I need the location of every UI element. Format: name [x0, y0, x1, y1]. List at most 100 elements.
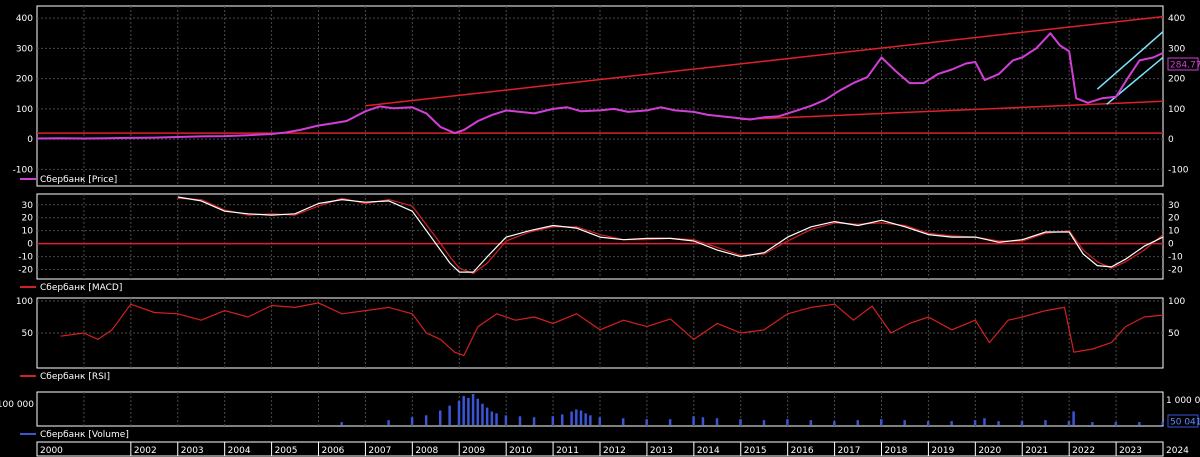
volume-last-value-box: 50 041 — [1167, 414, 1200, 428]
price-trendline-lower — [740, 100, 1164, 121]
volume-ytick-right: 1 000 0 — [1166, 396, 1200, 406]
volume-bar — [490, 411, 494, 425]
time-axis-label: 2018 — [885, 446, 908, 456]
price-ytick-left: 400 — [16, 14, 33, 24]
macd-ytick-left: -20 — [18, 266, 33, 276]
price-ytick-left: 100 — [16, 105, 33, 115]
price-panel[interactable]: 400 300 200 100 0 -100 400 300 200 100 0 -100 284.… — [13, 5, 1200, 187]
time-axis-label: 2011 — [556, 446, 579, 456]
rsi-ytick-right: 50 — [1168, 329, 1180, 339]
volume-bar — [668, 419, 672, 425]
volume-bar — [692, 416, 695, 425]
volume-bar — [448, 405, 451, 425]
macd-panel[interactable]: 30 20 10 0 -10 -20 30 20 10 0 -10 -20 Сбербанк [MA… — [18, 193, 1183, 293]
volume-bar — [575, 409, 578, 425]
volume-bar — [481, 403, 484, 425]
volume-last-value-border — [1167, 414, 1199, 428]
rsi-yaxis-left: 100 50 — [16, 297, 33, 339]
macd-yaxis-left: 30 20 10 0 -10 -20 — [18, 201, 33, 276]
price-ytick-left: -100 — [13, 165, 34, 175]
volume-bar — [495, 413, 498, 425]
volume-bar — [476, 398, 480, 425]
volume-panel[interactable]: 100 000 1 000 0 50 041 Сбербанк [Volume] — [0, 391, 1200, 440]
volume-bars-group — [340, 394, 1164, 425]
price-ytick-right: 200 — [1168, 75, 1185, 85]
price-line — [36, 32, 1164, 140]
time-axis-label: 2022 — [1072, 446, 1095, 456]
volume-bar — [1044, 420, 1047, 425]
macd-series-group — [37, 196, 1164, 274]
time-axis-label: 2010 — [509, 446, 532, 456]
time-axis-label: 2019 — [931, 446, 954, 456]
volume-last-value: 50 041 — [1170, 418, 1200, 428]
rsi-ytick-right: 100 — [1168, 297, 1185, 307]
macd-ytick-left: 10 — [22, 227, 34, 237]
time-axis-labels: 2000 2002 2003 2004 2005 2006 2007 2008 2009 2010… — [36, 442, 1189, 456]
volume-bar — [1020, 421, 1024, 425]
rsi-panel[interactable]: 100 50 100 50 Сбербанк [RSI] — [16, 297, 1186, 382]
time-axis-label: 2009 — [462, 446, 485, 456]
price-series-group — [36, 15, 1164, 140]
volume-bar — [950, 421, 953, 425]
time-axis-label: 2008 — [415, 446, 438, 456]
volume-bar — [903, 420, 906, 425]
macd-ytick-left: 30 — [22, 201, 34, 211]
macd-ytick-right: 10 — [1168, 227, 1180, 237]
volume-bar — [739, 419, 742, 425]
macd-ytick-right: -10 — [1168, 253, 1183, 263]
time-axis-label: 2015 — [744, 446, 767, 456]
volume-bar — [1067, 421, 1071, 425]
time-axis-label: 2013 — [650, 446, 673, 456]
rsi-line — [60, 302, 1164, 356]
price-yaxis-right: 400 300 200 100 0 -100 — [1168, 14, 1189, 175]
time-axis-label: 2017 — [838, 446, 861, 456]
volume-bar — [645, 419, 648, 425]
price-trendline-upper — [365, 15, 1164, 107]
price-grid — [37, 6, 1163, 186]
time-axis-label: 2020 — [978, 446, 1001, 456]
volume-bar — [485, 407, 489, 425]
time-axis-label: 2014 — [697, 446, 720, 456]
time-axis-label: 2002 — [134, 446, 157, 456]
time-axis-label: 2024 — [1166, 446, 1189, 456]
macd-ytick-right: 30 — [1168, 201, 1180, 211]
volume-bar — [340, 422, 343, 425]
volume-bar — [570, 411, 573, 425]
time-axis-label: 2012 — [603, 446, 626, 456]
time-axis-label: 2021 — [1025, 446, 1048, 456]
volume-ytick-left: 100 000 — [0, 400, 34, 410]
price-ytick-left: 300 — [16, 44, 33, 54]
macd-line — [177, 196, 1164, 273]
volume-bar — [462, 395, 465, 425]
macd-ytick-right: 0 — [1168, 240, 1174, 250]
price-legend: Сбербанк [Price] — [40, 175, 117, 185]
volume-bar — [598, 417, 601, 425]
volume-bar — [973, 420, 977, 425]
macd-legend: Сбербанк [MACD] — [40, 283, 122, 293]
price-ytick-right: 400 — [1168, 14, 1185, 24]
macd-ytick-left: 0 — [27, 240, 33, 250]
volume-bar — [1091, 422, 1094, 425]
macd-yaxis-right: 30 20 10 0 -10 -20 — [1168, 201, 1183, 276]
volume-bar — [424, 415, 428, 425]
volume-bar — [715, 418, 719, 425]
volume-bar — [551, 416, 555, 425]
volume-bar — [833, 421, 836, 425]
volume-bar — [1114, 422, 1118, 425]
time-axis-label: 2003 — [181, 446, 204, 456]
price-last-value: 284.77 — [1170, 61, 1200, 71]
volume-bar — [589, 415, 592, 425]
volume-bar — [584, 413, 587, 425]
price-last-value-box: 284.77 — [1167, 57, 1200, 71]
volume-bar — [1072, 411, 1075, 425]
volume-bar — [880, 419, 883, 425]
volume-bar — [1138, 422, 1141, 425]
rsi-legend: Сбербанк [RSI] — [40, 372, 110, 382]
price-ytick-left: 0 — [27, 135, 33, 145]
time-axis: 2000 2002 2003 2004 2005 2006 2007 2008 2009 2010… — [36, 441, 1189, 457]
volume-bar — [532, 417, 536, 425]
volume-bar — [579, 410, 583, 425]
volume-bar — [809, 420, 813, 425]
volume-bar — [504, 415, 508, 425]
